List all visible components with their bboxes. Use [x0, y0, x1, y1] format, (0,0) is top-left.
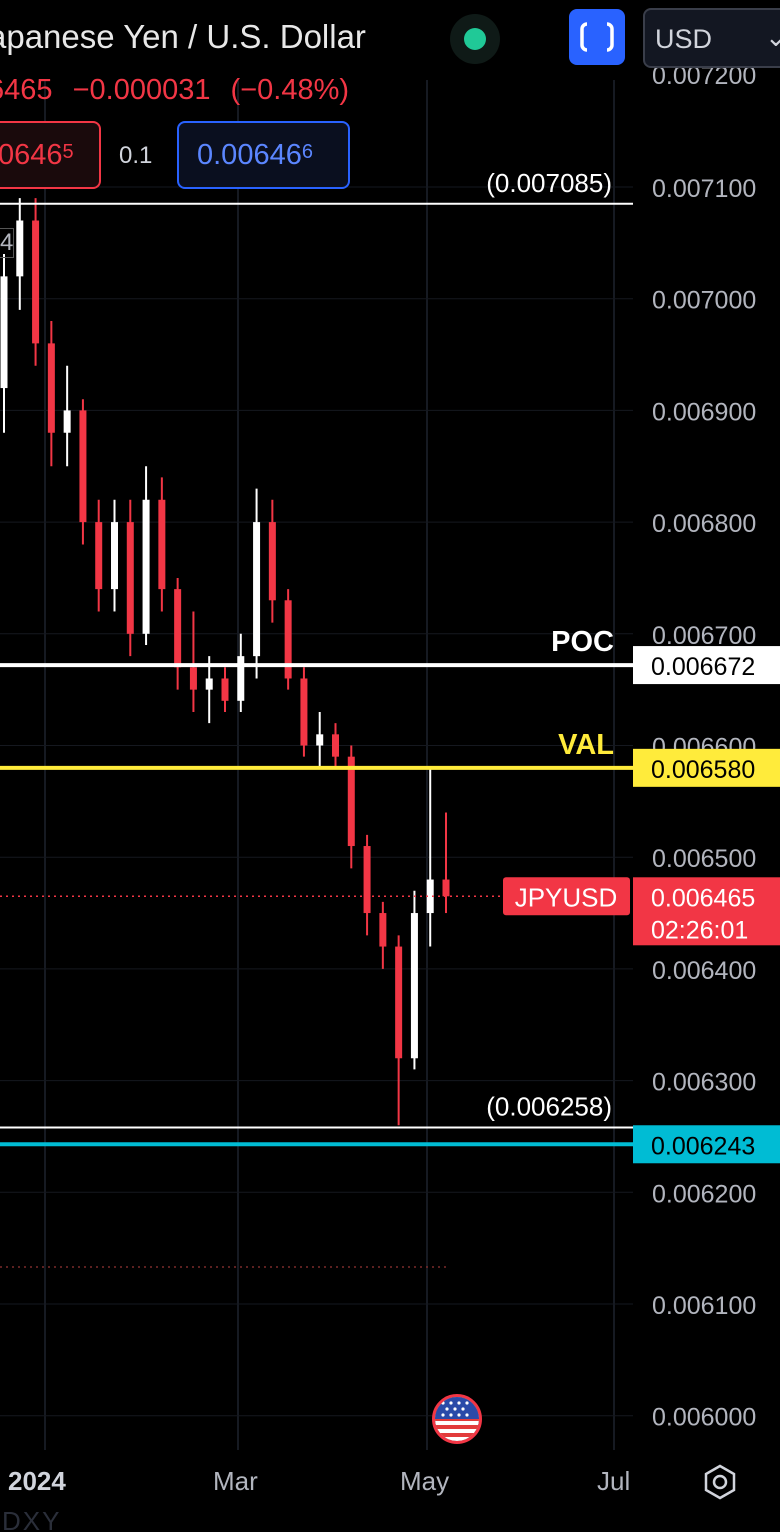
candle-body [111, 522, 118, 590]
comparison-symbol-label: DXY [2, 1506, 62, 1532]
candle-body [174, 589, 182, 668]
chart-settings-button[interactable] [700, 1462, 740, 1502]
candle-body [316, 734, 324, 746]
gear-icon [704, 1464, 736, 1500]
y-tick-label: 0.006300 [652, 1069, 756, 1097]
candle-body [363, 846, 371, 914]
candle-body [221, 678, 229, 701]
change-absolute: −0.000031 [72, 74, 211, 106]
y-tick-label: 0.006500 [652, 845, 756, 873]
candle-body [126, 522, 134, 634]
candle-body [253, 522, 261, 657]
y-tick-label: 0.006400 [652, 957, 756, 985]
sell-price: 06465 [0, 139, 74, 171]
y-tick-label: 0.007000 [652, 287, 756, 315]
candle-body [0, 276, 8, 389]
time-label-jul: Jul [597, 1466, 631, 1496]
candle-body [205, 678, 213, 690]
spread-value: 0.1 [119, 142, 153, 169]
y-tick-label: 0.006900 [652, 398, 756, 426]
y-tick-label: 0.007100 [652, 175, 756, 203]
y-tick-label: 0.006200 [652, 1180, 756, 1208]
time-label-2024: 2024 [8, 1466, 66, 1496]
low-marker-label: (0.006258) [486, 1092, 612, 1122]
symbol-title[interactable]: apanese Yen / U.S. Dollar [0, 18, 366, 55]
time-axis[interactable]: 2024 Mar May Jul [0, 1450, 780, 1520]
candle-body [32, 220, 40, 344]
candle-body [63, 410, 71, 433]
price-tag-bg [633, 646, 780, 685]
candle-body [379, 913, 387, 947]
buy-price: 0.006466 [197, 139, 313, 171]
current-symbol-label: JPYUSD [515, 882, 618, 912]
price-tag: 0.006243 [651, 1132, 755, 1160]
candle-body [395, 946, 403, 1059]
buy-button[interactable]: 0.006466 [177, 121, 350, 189]
price-tag: 0.006672 [651, 653, 755, 681]
us-flag-event-icon[interactable] [432, 1394, 482, 1444]
candle-body [410, 913, 418, 1059]
candle-body [332, 734, 339, 757]
currency-select[interactable]: USD ⌄ [643, 8, 780, 68]
candle-body [47, 343, 55, 433]
time-label-may: May [400, 1466, 450, 1496]
level-label-poc: POC [551, 626, 614, 658]
candle-body [158, 499, 166, 590]
change-percent: (−0.48%) [230, 74, 350, 106]
sell-button[interactable]: 06465 [0, 121, 101, 189]
candle-body [426, 879, 434, 914]
price-tag-bg [633, 1125, 780, 1164]
price-change: 6465 −0.000031 (−0.48%) [0, 74, 361, 107]
candle-body [300, 678, 308, 746]
candle-body [189, 667, 197, 690]
y-tick-label: 0.006700 [652, 622, 756, 650]
high-marker-label: (0.007085) [486, 168, 612, 198]
last-price-fragment: 6465 [0, 74, 53, 106]
bar-countdown: 02:26:01 [651, 916, 748, 944]
candle-body [347, 756, 355, 847]
level-label-val: VAL [558, 729, 614, 761]
candle-body [284, 600, 292, 679]
market-status-indicator[interactable] [450, 14, 500, 64]
symbol-header: apanese Yen / U.S. Dollar USD ⌄ 6465 −0.… [0, 0, 780, 200]
y-tick-label: 0.006000 [652, 1404, 756, 1432]
fullscreen-button[interactable] [569, 9, 625, 65]
candle-body [79, 410, 87, 523]
chevron-down-icon: ⌄ [765, 22, 780, 52]
current-symbol-tag-bg [503, 877, 630, 916]
y-tick-label: 0.006800 [652, 510, 756, 538]
candle-body [268, 522, 276, 601]
candle-body [95, 522, 103, 590]
time-label-mar: Mar [213, 1466, 258, 1496]
y-tick-label: 0.006100 [652, 1292, 756, 1320]
current-price-tag: 0.006465 [651, 884, 755, 912]
candle-body [16, 220, 24, 277]
current-price-tag-bg [633, 877, 780, 946]
currency-value: USD [655, 24, 713, 54]
left-edge-label: 4 [0, 228, 14, 258]
candle-body [237, 656, 245, 701]
price-tag-bg [633, 748, 780, 787]
candle-body [142, 499, 150, 634]
price-tag: 0.006580 [651, 756, 755, 784]
fullscreen-icon [580, 21, 614, 53]
candle-body [442, 879, 450, 897]
